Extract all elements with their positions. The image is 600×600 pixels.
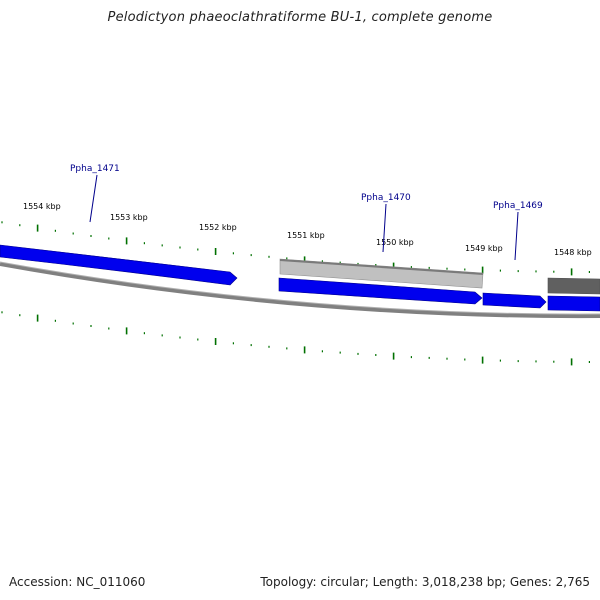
gene-ppha-1471-arrow[interactable] [0, 244, 238, 286]
gene-leader-ppha-1471 [89, 174, 98, 223]
gene-label-ppha-1471[interactable]: Ppha_1471 [70, 164, 120, 174]
gene-forward-edge-arrow[interactable] [547, 295, 600, 312]
tick-label-1551-kbp: 1551 kbp [287, 231, 325, 240]
tick-labels: 1554 kbp 1553 kbp 1552 kbp 1551 kbp 1550… [23, 202, 592, 257]
tick-label-1553-kbp: 1553 kbp [110, 213, 148, 222]
genome-backbone [0, 262, 600, 319]
forward-strand-genes [0, 244, 600, 312]
tick-label-1552-kbp: 1552 kbp [199, 223, 237, 232]
tick-label-1548-kbp: 1548 kbp [554, 248, 592, 257]
gene-ppha-1470-forward-arrow[interactable] [278, 277, 483, 305]
genome-title: Pelodictyon phaeoclathratiforme BU-1, co… [107, 10, 493, 25]
tick-marks-lower [1, 311, 591, 366]
gene-ppha-1469-arrow[interactable] [482, 292, 547, 309]
gene-reverse-dark-arrow[interactable] [547, 277, 600, 295]
accession-text: Accession: NC_011060 [9, 575, 146, 589]
reverse-strand-genes [279, 258, 600, 295]
genome-backbone-highlight [0, 261, 600, 315]
tick-label-1550-kbp: 1550 kbp [376, 238, 414, 247]
gene-leader-ppha-1469 [514, 211, 519, 261]
tick-label-1549-kbp: 1549 kbp [465, 244, 503, 253]
gene-ppha-1470-edge [279, 259, 484, 275]
gene-leader-ppha-1470 [382, 203, 387, 253]
tick-label-1554-kbp: 1554 kbp [23, 202, 61, 211]
gene-label-ppha-1470[interactable]: Ppha_1470 [361, 193, 411, 203]
genome-summary-text: Topology: circular; Length: 3,018,238 bp… [260, 575, 590, 589]
gene-labels: Ppha_1471 Ppha_1470 Ppha_1469 [70, 164, 543, 261]
gene-label-ppha-1469[interactable]: Ppha_1469 [493, 201, 543, 211]
